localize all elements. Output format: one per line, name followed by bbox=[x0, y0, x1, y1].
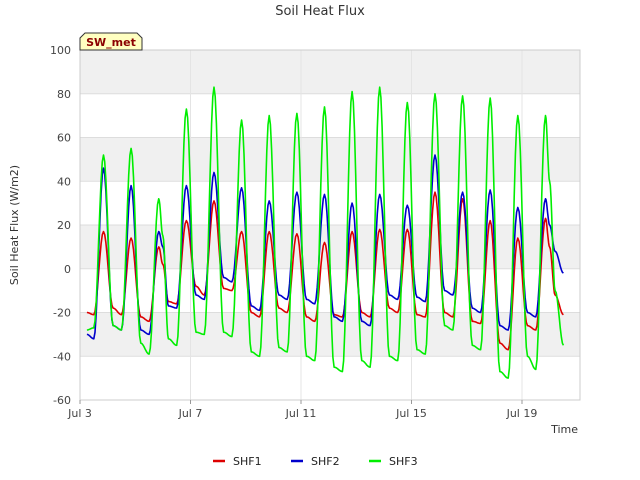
series-line-shf2 bbox=[86, 154, 564, 340]
plot-band bbox=[80, 312, 580, 357]
x-axis-label: Time bbox=[550, 423, 578, 436]
station-badge-label: SW_met bbox=[86, 36, 136, 49]
plot-frame bbox=[79, 49, 581, 401]
station-badge-shape bbox=[79, 32, 143, 51]
y-tick-label: 80 bbox=[57, 88, 71, 101]
station-badge: SW_met bbox=[79, 32, 143, 51]
x-tick-label: Jul 3 bbox=[67, 407, 92, 420]
plot-band bbox=[80, 50, 580, 94]
y-tick-label: 40 bbox=[57, 175, 71, 188]
y-axis-ticks: -60 -40 -20 0 20 40 60 80 100 bbox=[50, 44, 71, 407]
legend-label-shf3: SHF3 bbox=[389, 455, 418, 468]
x-tick-label: Jul 11 bbox=[285, 407, 317, 420]
legend-label-shf1: SHF1 bbox=[233, 455, 262, 468]
y-tick-label: 100 bbox=[50, 44, 71, 57]
x-tick-label: Jul 7 bbox=[178, 407, 203, 420]
legend: SHF1 SHF2 SHF3 bbox=[213, 455, 418, 468]
series-line-shf3 bbox=[86, 86, 565, 379]
y-tick-label: 60 bbox=[57, 132, 71, 145]
series-line-shf1 bbox=[86, 191, 564, 351]
plot-band bbox=[80, 137, 580, 182]
y-tick-label: -40 bbox=[53, 350, 71, 363]
y-tick-label: -60 bbox=[53, 394, 71, 407]
x-axis-ticks: Jul 3 Jul 7 Jul 11 Jul 15 Jul 19 bbox=[67, 400, 537, 420]
x-tick-label: Jul 19 bbox=[506, 407, 538, 420]
y-tick-label: -20 bbox=[53, 307, 71, 320]
y-tick-label: 20 bbox=[57, 219, 71, 232]
chart-title: Soil Heat Flux bbox=[275, 4, 365, 19]
x-tick-label: Jul 15 bbox=[395, 407, 427, 420]
y-tick-label: 0 bbox=[64, 263, 71, 276]
legend-label-shf2: SHF2 bbox=[311, 455, 340, 468]
series-layer bbox=[86, 86, 565, 379]
y-axis-label: Soil Heat Flux (W/m2) bbox=[8, 165, 21, 285]
